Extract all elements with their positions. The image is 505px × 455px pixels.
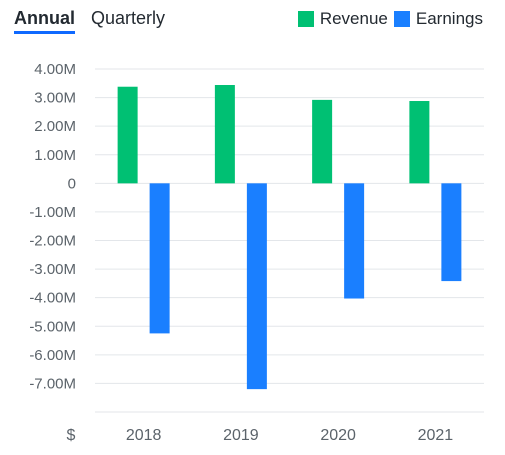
- y-tick-label: -7.00M: [29, 375, 76, 392]
- chart-legend: Revenue Earnings: [292, 8, 483, 30]
- y-tick-label: -2.00M: [29, 233, 76, 250]
- bar-revenue-2019[interactable]: [214, 85, 235, 184]
- period-tabs: Annual Quarterly: [14, 6, 165, 34]
- y-tick-label: -3.00M: [29, 261, 76, 278]
- legend-label-revenue: Revenue: [319, 9, 388, 28]
- bar-earnings-2021[interactable]: [441, 183, 462, 282]
- y-tick-label: 0: [68, 175, 76, 192]
- x-tick-label-2021: 2021: [418, 427, 454, 444]
- legend-label-earnings: Earnings: [415, 9, 483, 28]
- y-tick-label: 3.00M: [34, 90, 76, 107]
- x-tick-label-2020: 2020: [320, 427, 356, 444]
- y-tick-label: -6.00M: [29, 347, 76, 364]
- y-tick-label: -5.00M: [29, 318, 76, 335]
- currency-label: $: [67, 427, 76, 444]
- legend-item-earnings[interactable]: Earnings: [393, 8, 483, 30]
- bar-revenue-2020[interactable]: [312, 99, 333, 184]
- legend-swatch-revenue: [297, 11, 314, 27]
- bar-earnings-2019[interactable]: [246, 183, 267, 390]
- y-tick-label: 4.00M: [34, 61, 76, 78]
- bar-revenue-2021[interactable]: [409, 101, 430, 184]
- bar-earnings-2020[interactable]: [344, 183, 365, 299]
- y-tick-label: 2.00M: [34, 118, 76, 135]
- legend-swatch-earnings: [393, 11, 410, 27]
- bar-revenue-2018[interactable]: [117, 86, 138, 184]
- y-tick-label: 1.00M: [34, 147, 76, 164]
- x-tick-label-2018: 2018: [126, 427, 162, 444]
- tab-annual[interactable]: Annual: [14, 6, 75, 34]
- x-tick-label-2019: 2019: [223, 427, 259, 444]
- legend-item-revenue[interactable]: Revenue: [297, 8, 388, 30]
- bar-earnings-2018[interactable]: [149, 183, 170, 334]
- y-tick-label: -4.00M: [29, 290, 76, 307]
- y-tick-label: -1.00M: [29, 204, 76, 221]
- tab-quarterly[interactable]: Quarterly: [91, 8, 166, 28]
